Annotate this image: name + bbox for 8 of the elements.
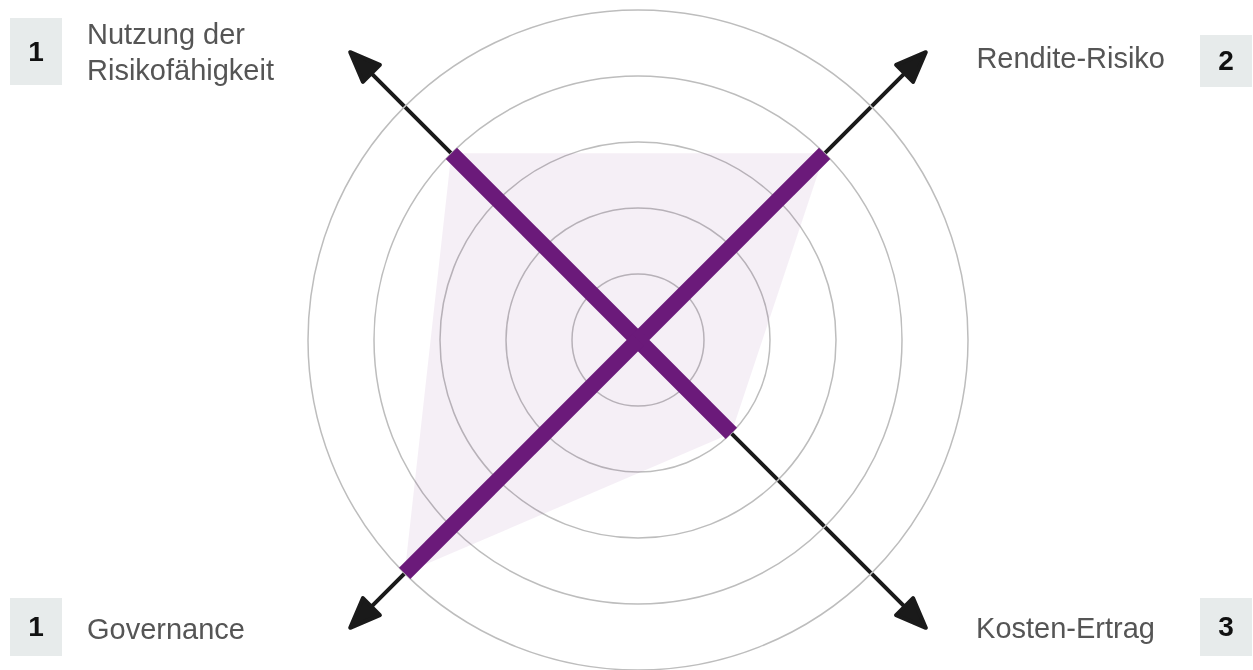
spoke-label: Nutzung der Risikofähigkeit [87,17,275,88]
text: 1 [10,598,62,656]
spoke-label: Rendite-Risiko [975,41,1165,76]
text: 2 [1200,35,1252,87]
spoke-label: Governance [87,612,246,647]
spoke-label: Kosten-Ertrag [975,611,1155,646]
text: 3 [1200,598,1252,656]
text: 1 [10,18,62,85]
